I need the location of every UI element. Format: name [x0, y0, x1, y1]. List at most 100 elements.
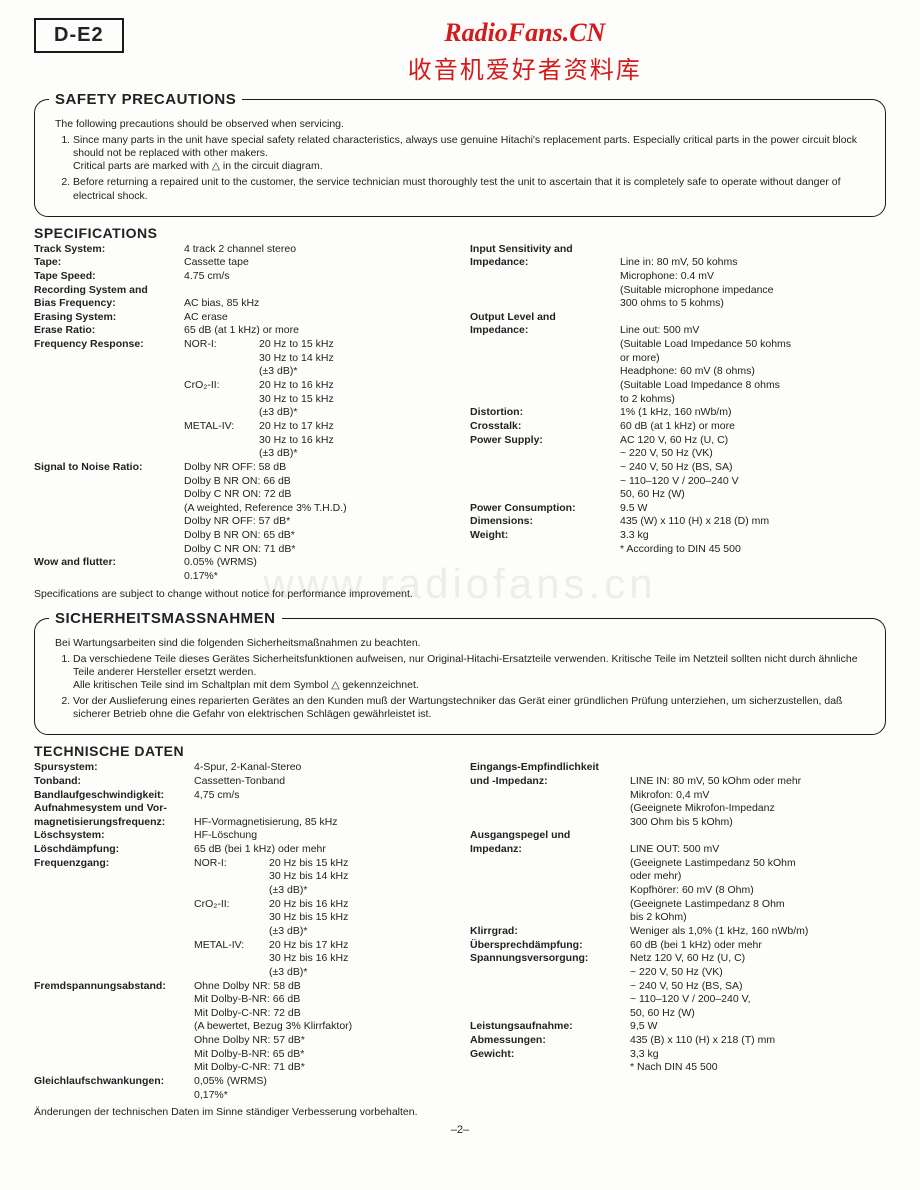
spec-label — [34, 502, 184, 516]
spec-value: 3.3 kg — [620, 529, 886, 543]
spec-label: Bandlaufgeschwindigkeit: — [34, 789, 194, 803]
spec-row: magnetisierungsfrequenz:HF-Vormagnetisie… — [34, 816, 450, 830]
safety-en-legend: SAFETY PRECAUTIONS — [49, 91, 242, 108]
spec-label — [34, 434, 184, 448]
spec-label — [34, 952, 194, 966]
spec-value: ~ 220 V, 50 Hz (VK) — [630, 966, 886, 980]
spec-row: Bandlaufgeschwindigkeit:4,75 cm/s — [34, 789, 450, 803]
spec-row: 50, 60 Hz (W) — [470, 488, 886, 502]
safety-en-intro: The following precautions should be obse… — [55, 118, 871, 130]
spec-row: ~ 240 V, 50 Hz (BS, SA) — [470, 980, 886, 994]
spec-sublabel — [184, 406, 259, 420]
spec-row: CrO₂-II:20 Hz to 16 kHz — [34, 379, 450, 393]
spec-row: * According to DIN 45 500 — [470, 543, 886, 557]
specifications-de-title: TECHNISCHE DATEN — [34, 743, 886, 759]
spec-label: Impedanz: — [470, 843, 630, 857]
spec-row: 300 ohms to 5 kohms) — [470, 297, 886, 311]
spec-row: Kopfhörer: 60 mV (8 Ohm) — [470, 884, 886, 898]
spec-row: Output Level and — [470, 311, 886, 325]
spec-value: AC bias, 85 kHz — [184, 297, 450, 311]
spec-sublabel — [194, 966, 269, 980]
spec-value: * According to DIN 45 500 — [620, 543, 886, 557]
spec-label — [470, 352, 620, 366]
spec-label: Aufnahmesystem und Vor- — [34, 802, 194, 816]
spec-value: ~ 240 V, 50 Hz (BS, SA) — [630, 980, 886, 994]
spec-label — [34, 447, 184, 461]
spec-value: 4-Spur, 2-Kanal-Stereo — [194, 761, 450, 775]
spec-label: Löschdämpfung: — [34, 843, 194, 857]
spec-label — [470, 857, 630, 871]
spec-row: Headphone: 60 mV (8 ohms) — [470, 365, 886, 379]
spec-row: Weight:3.3 kg — [470, 529, 886, 543]
spec-label: Output Level and — [470, 311, 620, 325]
spec-label: Eingangs-Empfindlichkeit — [470, 761, 630, 775]
spec-value: ~ 110–120 V / 200–240 V, — [630, 993, 886, 1007]
spec-label — [470, 379, 620, 393]
spec-value: ~ 110–120 V / 200–240 V — [620, 475, 886, 489]
spec-row: Gewicht:3,3 kg — [470, 1048, 886, 1062]
spec-label — [470, 1061, 630, 1075]
spec-value: AC 120 V, 60 Hz (U, C) — [620, 434, 886, 448]
spec-value: (A weighted, Reference 3% T.H.D.) — [184, 502, 450, 516]
spec-label — [470, 980, 630, 994]
spec-label — [34, 475, 184, 489]
spec-value: (±3 dB)* — [259, 365, 450, 379]
spec-en-left-col: Track System:4 track 2 channel stereo Tap… — [34, 243, 450, 584]
spec-value: 20 Hz bis 15 kHz — [269, 857, 450, 871]
spec-row: Frequenzgang:NOR-I:20 Hz bis 15 kHz — [34, 857, 450, 871]
spec-row: Distortion:1% (1 kHz, 160 nWb/m) — [470, 406, 886, 420]
spec-label — [34, 365, 184, 379]
spec-sublabel — [194, 952, 269, 966]
spec-label: Frequenzgang: — [34, 857, 194, 871]
header-row: D-E2 RadioFans.CN 收音机爱好者资料库 — [34, 18, 886, 85]
spec-label: Klirrgrad: — [470, 925, 630, 939]
spec-label — [470, 993, 630, 1007]
spec-en-right-col: Input Sensitivity and Impedance:Line in:… — [470, 243, 886, 584]
spec-row: (±3 dB)* — [34, 365, 450, 379]
spec-value: Dolby C NR ON: 71 dB* — [184, 543, 450, 557]
spec-value: (Geeignete Mikrofon-Impedanz — [630, 802, 886, 816]
spec-label: Track System: — [34, 243, 184, 257]
spec-value: Dolby C NR ON: 72 dB — [184, 488, 450, 502]
spec-row: Tape Speed:4.75 cm/s — [34, 270, 450, 284]
spec-label: Wow and flutter: — [34, 556, 184, 570]
spec-label — [34, 393, 184, 407]
spec-label: Leistungsaufnahme: — [470, 1020, 630, 1034]
spec-label: Impedance: — [470, 324, 620, 338]
list-item: Since many parts in the unit have specia… — [73, 134, 871, 173]
spec-value: Line out: 500 mV — [620, 324, 886, 338]
spec-row: und -Impedanz:LINE IN: 80 mV, 50 kOhm od… — [470, 775, 886, 789]
spec-value: (Suitable microphone impedance — [620, 284, 886, 298]
spec-row: Bias Frequency:AC bias, 85 kHz — [34, 297, 450, 311]
spec-sublabel — [184, 365, 259, 379]
spec-value: Mit Dolby-C-NR: 72 dB — [194, 1007, 450, 1021]
spec-label — [470, 911, 630, 925]
spec-value: (Suitable Load Impedance 50 kohms — [620, 338, 886, 352]
spec-row: Tonband:Cassetten-Tonband — [34, 775, 450, 789]
spec-row: 30 Hz bis 14 kHz — [34, 870, 450, 884]
spec-row: Wow and flutter:0.05% (WRMS) — [34, 556, 450, 570]
spec-label: Erasing System: — [34, 311, 184, 325]
spec-sublabel: CrO₂-II: — [194, 898, 269, 912]
spec-label — [34, 488, 184, 502]
spec-value: (Geeignete Lastimpedanz 8 Ohm — [630, 898, 886, 912]
spec-value: Headphone: 60 mV (8 ohms) — [620, 365, 886, 379]
spec-row: Track System:4 track 2 channel stereo — [34, 243, 450, 257]
spec-row: Leistungsaufnahme:9,5 W — [470, 1020, 886, 1034]
spec-row: ~ 220 V, 50 Hz (VK) — [470, 966, 886, 980]
spec-row: Spursystem:4-Spur, 2-Kanal-Stereo — [34, 761, 450, 775]
spec-value: 300 ohms to 5 kohms) — [620, 297, 886, 311]
spec-value: 30 Hz to 15 kHz — [259, 393, 450, 407]
safety-de-legend: SICHERHEITSMASSNAHMEN — [49, 610, 282, 627]
spec-value: bis 2 kOhm) — [630, 911, 886, 925]
list-item: Vor der Auslieferung eines reparierten G… — [73, 695, 871, 721]
spec-label: Impedance: — [470, 256, 620, 270]
spec-label — [470, 870, 630, 884]
spec-label — [470, 884, 630, 898]
spec-value: ~ 220 V, 50 Hz (VK) — [620, 447, 886, 461]
spec-en-footer: Specifications are subject to change wit… — [34, 588, 886, 600]
spec-label — [34, 420, 184, 434]
spec-value: 30 Hz bis 15 kHz — [269, 911, 450, 925]
spec-row: 50, 60 Hz (W) — [470, 1007, 886, 1021]
spec-value: 20 Hz bis 16 kHz — [269, 898, 450, 912]
